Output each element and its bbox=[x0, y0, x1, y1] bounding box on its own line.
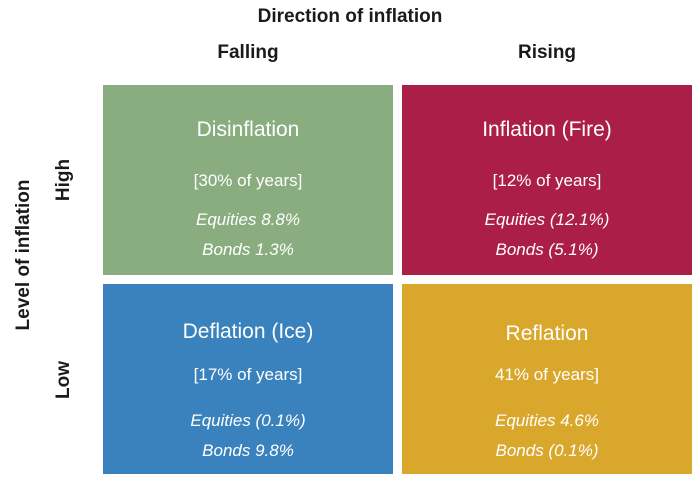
quadrant-equities: Equities 8.8% bbox=[196, 210, 300, 229]
quadrant-title: Disinflation bbox=[196, 118, 300, 141]
quadrant-title: Deflation (Ice) bbox=[182, 320, 314, 343]
quadrant-title: Inflation (Fire) bbox=[482, 118, 612, 141]
quadrant-equities: Equities 4.6% bbox=[495, 411, 599, 430]
quadrant-bonds: Bonds (0.1%) bbox=[495, 441, 599, 460]
quadrant-share: [30% of years] bbox=[193, 171, 303, 190]
quadrant-disinflation: Disinflation [30% of years] Equities 8.8… bbox=[103, 85, 393, 275]
quadrant-share: [12% of years] bbox=[492, 171, 602, 190]
quadrant-bonds: Bonds 9.8% bbox=[202, 441, 294, 460]
quadrant-inflation: Inflation (Fire) [12% of years] Equities… bbox=[402, 85, 692, 275]
column-axis-title: Direction of inflation bbox=[257, 6, 443, 27]
quadrant-share: 41% of years] bbox=[495, 365, 599, 384]
row-axis-title: Level of inflation bbox=[13, 179, 34, 331]
quadrant-bonds: Bonds 1.3% bbox=[202, 240, 294, 259]
quadrant-share: [17% of years] bbox=[193, 365, 303, 384]
row-header-high: High bbox=[53, 158, 74, 202]
quadrant-equities: Equities (0.1%) bbox=[190, 411, 306, 430]
quadrant-title: Reflation bbox=[505, 322, 589, 345]
quadrant-reflation: Reflation 41% of years] Equities 4.6% Bo… bbox=[402, 284, 692, 474]
row-header-low: Low bbox=[53, 361, 74, 399]
quadrant-deflation: Deflation (Ice) [17% of years] Equities … bbox=[103, 284, 393, 474]
quadrant-bonds: Bonds (5.1%) bbox=[495, 240, 599, 259]
column-header-rising: Rising bbox=[517, 42, 577, 63]
column-header-falling: Falling bbox=[217, 42, 279, 63]
quadrant-equities: Equities (12.1%) bbox=[484, 210, 610, 229]
